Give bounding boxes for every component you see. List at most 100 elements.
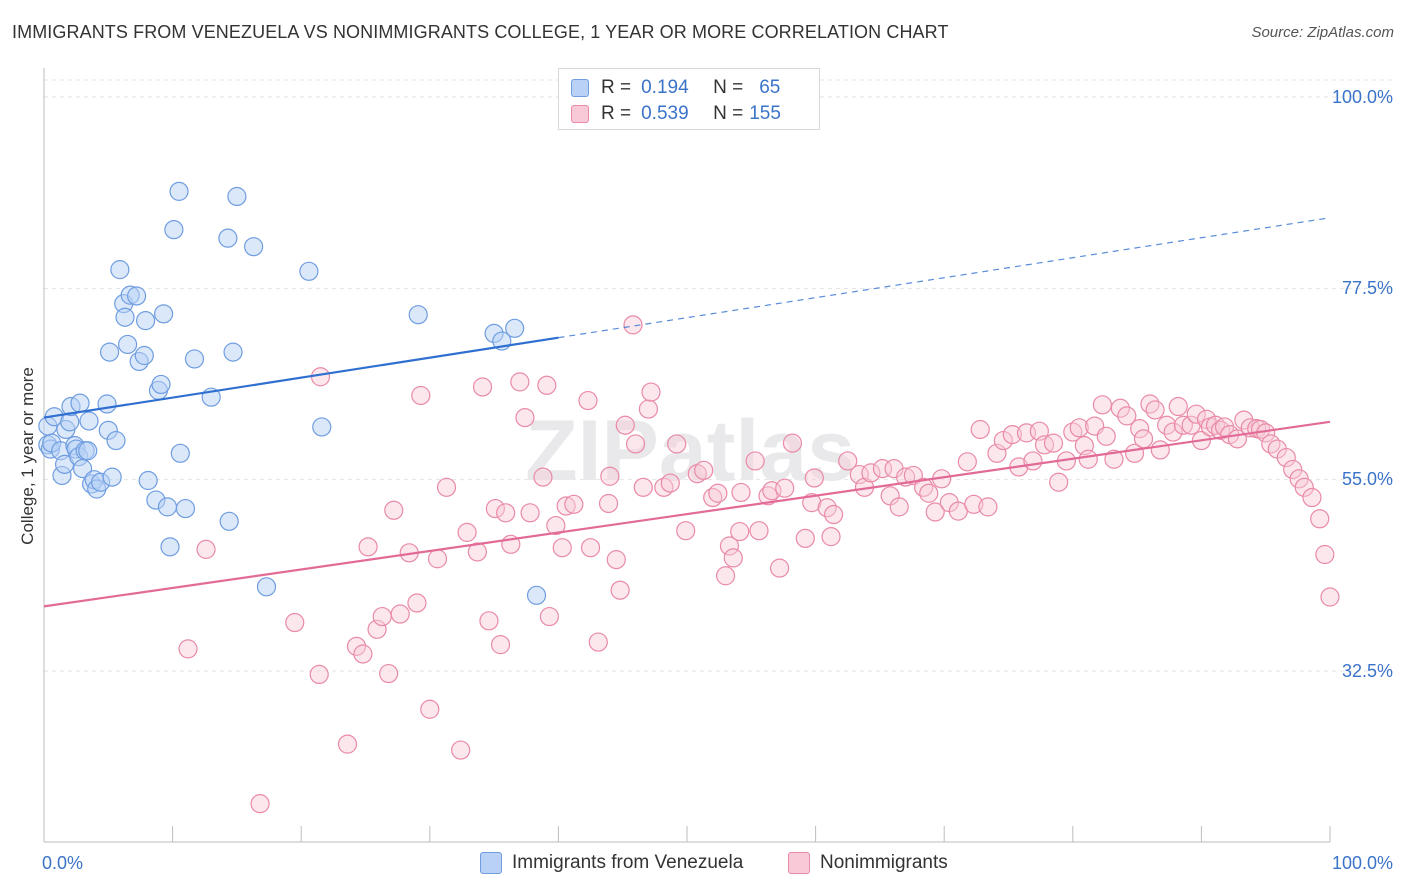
nonimmigrants-point <box>1110 398 1130 418</box>
nonimmigrants-point <box>694 460 714 480</box>
nonimmigrants-point <box>1315 544 1335 565</box>
nonimmigrants-point <box>802 493 822 513</box>
nonimmigrants-point <box>804 468 824 488</box>
venezuela-point <box>526 585 547 605</box>
nonimmigrants-point <box>178 639 198 659</box>
venezuela-point <box>244 237 264 257</box>
nonimmigrants-point <box>795 528 815 548</box>
nonimmigrants-point <box>580 538 601 558</box>
nonimmigrants-point <box>1186 404 1206 424</box>
nonimmigrants-point <box>1049 472 1069 492</box>
venezuela-point <box>157 497 178 517</box>
venezuela-point <box>408 305 428 325</box>
nonimmigrants-point <box>379 663 399 684</box>
nonimmigrants-point <box>1133 429 1154 449</box>
nonimmigrants-point <box>775 478 795 498</box>
y-tick-77-5: 77.5% <box>1341 278 1393 298</box>
r-label: R = <box>601 103 632 124</box>
nonimmigrants-point <box>919 483 939 503</box>
n-value: 155 <box>749 103 781 124</box>
chart-title: IMMIGRANTS FROM VENEZUELA VS NONIMMIGRAN… <box>12 22 949 42</box>
nonimmigrants-point <box>390 604 410 624</box>
venezuela-legend-swatch <box>480 852 502 874</box>
venezuela-point <box>135 311 156 331</box>
nonimmigrants-point <box>485 498 505 519</box>
r-value: 0.194 <box>641 77 689 98</box>
nonimmigrants-point <box>745 451 765 471</box>
nonimmigrants-point <box>564 494 584 514</box>
venezuela-point <box>164 220 184 240</box>
nonimmigrants-point <box>490 635 511 655</box>
nonimmigrants-point <box>427 549 448 569</box>
venezuela-point <box>312 417 332 437</box>
venezuela-point <box>160 537 180 557</box>
venezuela-point <box>126 286 147 306</box>
venezuela-point <box>115 307 135 327</box>
nonimmigrants-swatch <box>571 105 589 123</box>
nonimmigrants-point <box>1163 422 1183 442</box>
x-tick-100: 100.0% <box>1331 853 1393 873</box>
nonimmigrants-point <box>641 382 661 402</box>
venezuela-point <box>256 577 277 597</box>
nonimmigrants-point <box>957 452 977 472</box>
nonimmigrants-point <box>731 482 751 503</box>
nonimmigrants-point <box>479 611 499 631</box>
venezuela-point <box>169 181 189 201</box>
nonimmigrants-point <box>638 399 659 419</box>
n-label: N = <box>713 77 744 98</box>
venezuela-point <box>99 342 120 362</box>
nonimmigrants-point <box>420 699 440 719</box>
legend-item-venezuela: Immigrants from Venezuela <box>480 852 743 874</box>
nonimmigrants-point <box>715 566 736 586</box>
venezuela-point <box>106 430 126 451</box>
nonimmigrants-point <box>824 504 844 525</box>
nonimmigrants-point <box>384 500 404 520</box>
nonimmigrants-point <box>1104 449 1124 469</box>
nonimmigrants-point <box>588 632 608 652</box>
nonimmigrants-point <box>309 664 329 685</box>
venezuela-legend-label: Immigrants from Venezuela <box>512 852 744 873</box>
nonimmigrants-point <box>633 477 653 497</box>
nonimmigrants-point <box>578 390 598 411</box>
y-tick-32-5: 32.5% <box>1341 661 1393 681</box>
nonimmigrants-point <box>1294 477 1314 497</box>
nonimmigrants-point <box>1096 426 1116 446</box>
nonimmigrants-point <box>1043 433 1064 453</box>
correlation-legend: R = 0.194 N = 65 R = 0.539 N = 155 <box>558 68 820 130</box>
venezuela-point <box>70 393 90 413</box>
nonimmigrants-point <box>1069 418 1089 438</box>
venezuela-trend-line <box>43 336 559 419</box>
venezuela-point <box>227 186 247 207</box>
watermark: ZIPatlas <box>525 403 855 499</box>
nonimmigrants-point <box>467 542 487 562</box>
nonimmigrants-trend-line <box>43 420 1331 608</box>
nonimmigrants-point <box>1150 440 1170 460</box>
nonimmigrants-point <box>749 521 769 541</box>
venezuela-point <box>117 334 138 355</box>
venezuela-swatch <box>571 79 589 97</box>
nonimmigrants-point <box>623 315 643 335</box>
venezuela-point <box>151 374 171 395</box>
nonimmigrants-point <box>372 606 392 627</box>
nonimmigrants-points <box>178 315 1340 814</box>
legend-row-venezuela: R = 0.194 N = 65 <box>571 77 780 99</box>
nonimmigrants-point <box>533 467 553 487</box>
venezuela-point <box>138 470 158 491</box>
nonimmigrants-point <box>925 502 945 522</box>
venezuela-point <box>110 260 130 280</box>
nonimmigrants-point <box>606 550 626 570</box>
nonimmigrants-point <box>610 580 630 600</box>
r-value: 0.539 <box>641 103 689 124</box>
nonimmigrants-point <box>676 521 696 541</box>
venezuela-points <box>38 181 547 605</box>
nonimmigrants-legend-swatch <box>788 852 810 874</box>
nonimmigrants-legend-label: Nonimmigrants <box>820 852 948 873</box>
nonimmigrants-point <box>472 377 493 397</box>
nonimmigrants-point <box>708 483 728 503</box>
nonimmigrants-point <box>769 558 790 578</box>
nonimmigrants-point <box>353 644 373 664</box>
venezuela-point <box>153 304 174 324</box>
nonimmigrants-point <box>1078 449 1098 469</box>
nonimmigrants-point <box>451 740 471 760</box>
